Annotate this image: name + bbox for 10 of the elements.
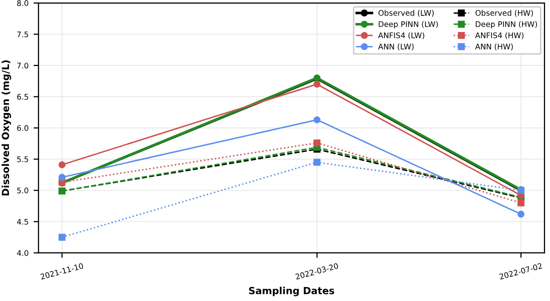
point (58, 161, 66, 168)
point (58, 174, 66, 181)
point (314, 139, 320, 146)
point (517, 210, 524, 218)
point (58, 234, 66, 241)
x-axis-title: Sampling Dates (249, 286, 334, 296)
point (314, 158, 320, 166)
point (314, 80, 320, 88)
y-axis-title: Dissolved Oxygen (mg/L) (2, 60, 12, 196)
point (314, 116, 320, 124)
